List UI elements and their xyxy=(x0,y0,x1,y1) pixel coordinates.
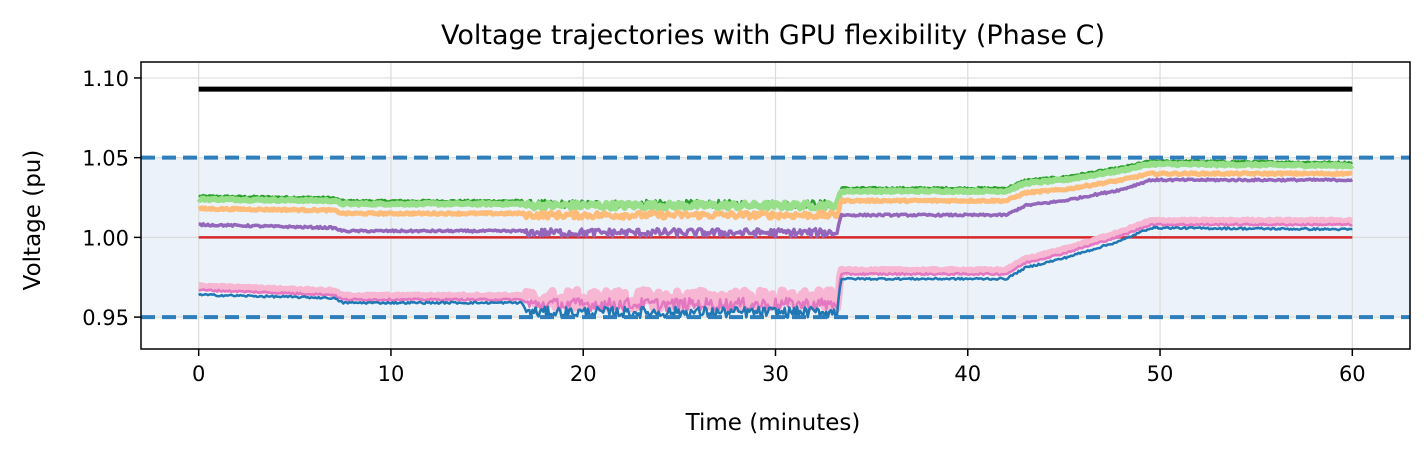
series-line-5 xyxy=(198,177,1354,239)
y-tick-label: 0.95 xyxy=(82,306,129,330)
chart-title: Voltage trajectories with GPU flexibilit… xyxy=(441,20,1105,51)
series-line-7 xyxy=(198,222,1353,312)
x-axis-label: Time (minutes) xyxy=(685,410,861,436)
y-tick-label: 1.10 xyxy=(82,67,129,91)
x-tick-label: 30 xyxy=(762,362,789,386)
series-line-4 xyxy=(197,170,1354,221)
series-line-8 xyxy=(198,225,1353,320)
x-tick-label: 60 xyxy=(1339,362,1366,386)
plot-area: 0 10 20 30 40 50 60 0.95 1.00 1.05 1.10 xyxy=(82,61,1411,386)
y-axis-label: Voltage (pu) xyxy=(20,150,46,291)
y-tick-label: 1.05 xyxy=(82,147,129,171)
x-tick-label: 40 xyxy=(954,362,981,386)
y-tick-label: 1.00 xyxy=(82,226,129,250)
x-tick-label: 0 xyxy=(192,362,205,386)
x-tick-label: 10 xyxy=(378,362,405,386)
x-tick-label: 50 xyxy=(1147,362,1174,386)
series-line-3 xyxy=(196,160,1355,212)
x-tick-label: 20 xyxy=(570,362,597,386)
